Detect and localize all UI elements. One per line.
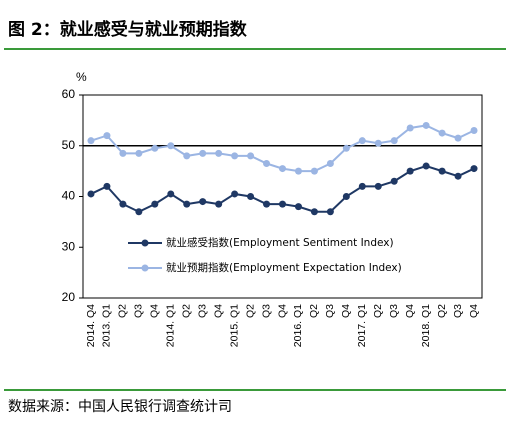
point bbox=[294, 167, 302, 175]
x-tick-label: 2015. Q1 bbox=[228, 304, 240, 347]
point bbox=[247, 193, 255, 200]
point bbox=[119, 200, 127, 208]
point bbox=[326, 208, 334, 216]
point bbox=[390, 137, 398, 145]
x-tick-label: 2014. Q4 bbox=[85, 304, 97, 347]
point bbox=[454, 134, 462, 142]
point bbox=[87, 190, 95, 198]
x-tick-label: 2013. Q1 bbox=[101, 304, 113, 347]
legend-label: 就业感受指数(Employment Sentiment Index) bbox=[166, 236, 394, 249]
point bbox=[342, 144, 350, 152]
point bbox=[406, 167, 414, 175]
point bbox=[470, 165, 478, 173]
point bbox=[374, 139, 382, 147]
point bbox=[167, 142, 175, 150]
y-axis-label: % bbox=[76, 70, 87, 84]
point bbox=[310, 167, 318, 175]
x-tick-label: Q4 bbox=[340, 304, 352, 318]
point bbox=[103, 132, 111, 140]
x-tick-label: 2016. Q1 bbox=[292, 304, 304, 347]
x-tick-label: Q3 bbox=[133, 304, 145, 318]
point bbox=[199, 198, 207, 206]
point bbox=[263, 200, 271, 208]
x-tick-label: Q4 bbox=[276, 304, 288, 318]
point bbox=[438, 167, 446, 175]
x-tick-label: Q2 bbox=[308, 304, 320, 318]
point bbox=[199, 149, 207, 157]
point bbox=[135, 149, 143, 157]
x-tick-label: Q4 bbox=[468, 304, 480, 318]
point bbox=[326, 160, 334, 168]
legend-marker bbox=[141, 264, 149, 272]
point bbox=[470, 127, 478, 135]
point bbox=[358, 137, 366, 145]
point bbox=[390, 177, 398, 185]
y-tick-label: 30 bbox=[62, 239, 76, 253]
point bbox=[279, 165, 286, 173]
point bbox=[151, 200, 159, 208]
point bbox=[294, 203, 302, 211]
point bbox=[151, 144, 159, 152]
x-tick-label: 2018. Q1 bbox=[420, 304, 432, 347]
point bbox=[406, 124, 414, 132]
x-tick-label: Q4 bbox=[404, 304, 416, 318]
point bbox=[183, 200, 191, 208]
x-tick-label: Q2 bbox=[436, 304, 448, 318]
y-tick-label: 20 bbox=[62, 290, 76, 304]
point bbox=[279, 200, 286, 208]
x-tick-label: Q2 bbox=[181, 304, 193, 318]
x-tick-label: Q4 bbox=[149, 304, 161, 318]
point bbox=[167, 190, 175, 198]
point bbox=[374, 182, 382, 190]
point bbox=[247, 152, 255, 160]
point bbox=[231, 152, 239, 160]
point bbox=[358, 182, 366, 190]
y-tick-label: 40 bbox=[62, 189, 76, 203]
x-tick-label: Q3 bbox=[260, 304, 272, 318]
point bbox=[119, 149, 127, 157]
series-line bbox=[90, 124, 475, 173]
y-tick-label: 60 bbox=[62, 87, 76, 101]
point bbox=[422, 121, 430, 129]
point bbox=[231, 190, 239, 198]
x-tick-label: Q3 bbox=[452, 304, 464, 318]
point bbox=[310, 208, 318, 216]
x-tick-label: Q4 bbox=[212, 304, 224, 318]
x-tick-label: Q3 bbox=[388, 304, 400, 318]
x-tick-label: Q3 bbox=[196, 304, 208, 318]
point bbox=[87, 137, 95, 145]
point bbox=[215, 149, 223, 157]
legend-label: 就业预期指数(Employment Expectation Index) bbox=[166, 261, 402, 274]
legend-marker bbox=[141, 239, 149, 247]
point bbox=[103, 182, 111, 190]
point bbox=[438, 129, 446, 137]
point bbox=[454, 172, 462, 180]
x-tick-label: 2014. Q1 bbox=[165, 304, 177, 347]
x-tick-label: 2017. Q1 bbox=[356, 304, 368, 347]
x-tick-label: Q2 bbox=[372, 304, 384, 318]
chart-title: 图 2：就业感受与就业预期指数 bbox=[8, 19, 248, 40]
point bbox=[263, 160, 271, 168]
source: 数据来源：中国人民银行调查统计司 bbox=[8, 399, 232, 415]
point bbox=[215, 200, 223, 208]
y-tick-label: 50 bbox=[62, 138, 76, 152]
point bbox=[342, 193, 350, 200]
x-tick-label: Q3 bbox=[324, 304, 336, 318]
point bbox=[135, 208, 143, 216]
x-tick-label: Q2 bbox=[244, 304, 256, 318]
point bbox=[422, 162, 430, 170]
point bbox=[183, 152, 191, 160]
x-tick-label: Q2 bbox=[117, 304, 129, 318]
